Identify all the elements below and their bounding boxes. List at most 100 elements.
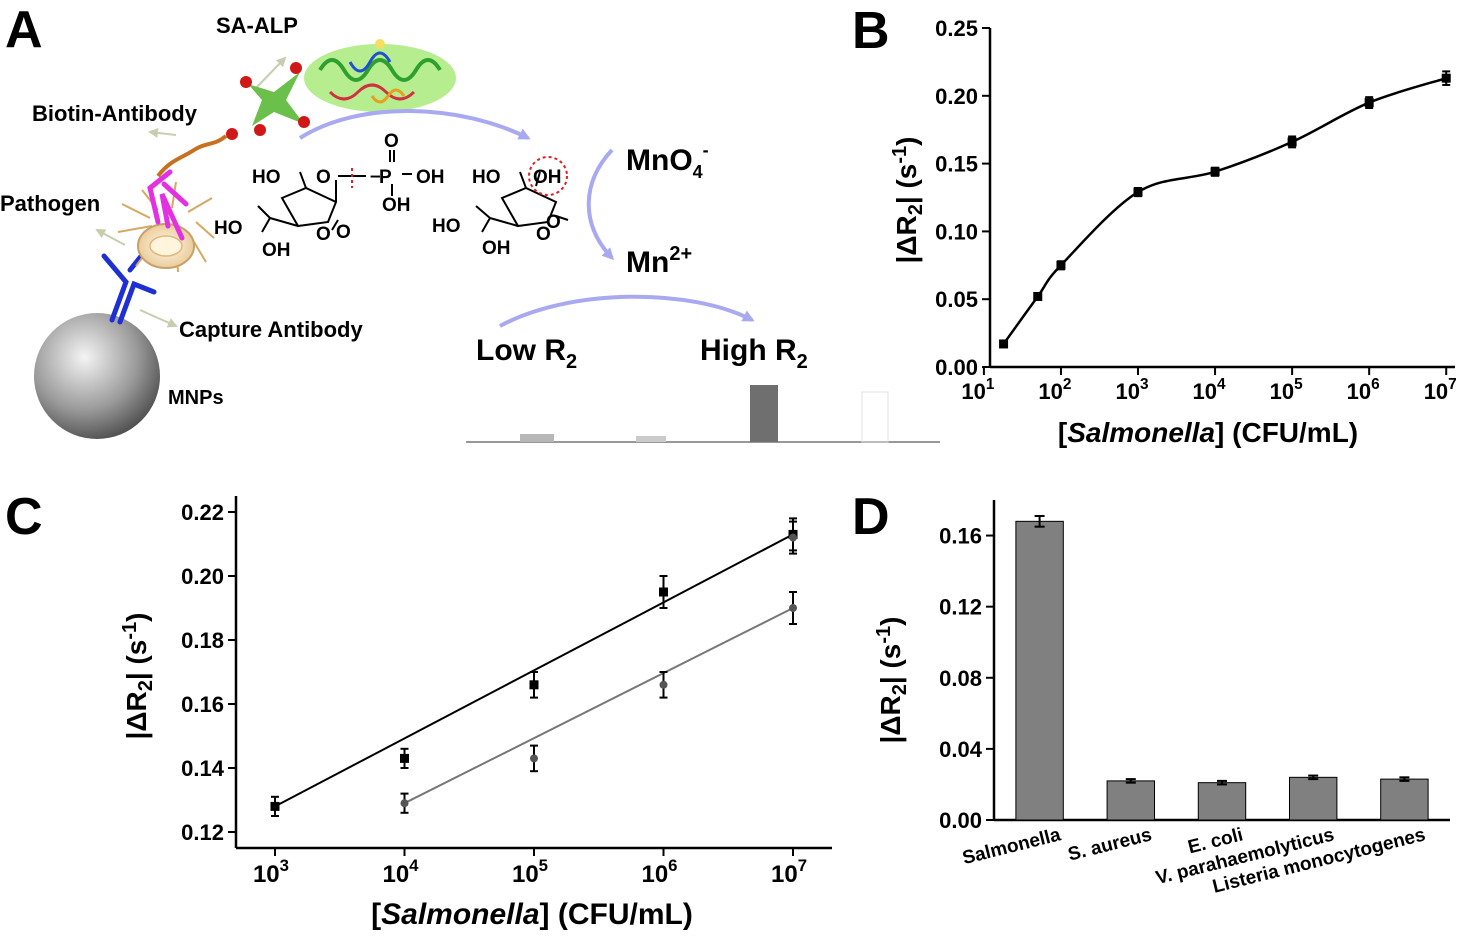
c-xtick-label: 105	[512, 856, 548, 888]
panel-b-plot: 0.00 0.05 0.10 0.15 0.20 0.25 101 102 103 104 105 1…	[935, 16, 1457, 404]
c-fit-line	[274, 533, 794, 808]
c-xtick-label: 103	[253, 856, 289, 888]
b-data-point	[1287, 137, 1297, 147]
panel-c-xlabel: [Salmonella] (CFU/mL)	[371, 898, 693, 931]
biotin-antibody-icon	[147, 169, 189, 241]
svg-text:O: O	[546, 212, 561, 233]
ascorbic-acid-phosphate-atoms: HO O O P – OH OH HO O O OH	[214, 131, 445, 261]
panel-a-schematic: A SA-ALP Biotin-Antibody Pathogen Captur…	[0, 1, 808, 439]
dephosphorylation-arrow	[298, 109, 531, 140]
c-xtick-label: 107	[771, 856, 807, 888]
b-data-point	[1364, 98, 1374, 108]
d-category-label: S. aureus	[1066, 824, 1154, 865]
mnps-label: MNPs	[168, 387, 224, 409]
b-xtick-label: 107	[1424, 376, 1457, 404]
c-fit-line	[404, 607, 794, 805]
pointer-arrows	[95, 56, 287, 328]
c-data-point	[659, 680, 668, 689]
relaxation-arrow	[499, 294, 755, 328]
biotin-antibody-label: Biotin-Antibody	[32, 101, 198, 126]
svg-text:–: –	[370, 166, 381, 187]
low-r2-label: Low R2	[476, 334, 577, 373]
c-data-point	[789, 604, 798, 612]
svg-text:OH: OH	[416, 167, 445, 188]
panel-b: B |ΔR2| (s-1) [Salmonella] (CFU/mL) 0.00…	[852, 2, 1457, 448]
ascorbic-acid-structure	[475, 156, 569, 233]
d-bar	[1380, 778, 1429, 821]
svg-text:HO: HO	[214, 218, 243, 239]
panel-d-letter: D	[852, 488, 890, 546]
svg-text:O: O	[316, 224, 331, 245]
svg-text:OH: OH	[262, 240, 291, 261]
pathogen-label: Pathogen	[0, 191, 100, 216]
panel-c-letter: C	[5, 488, 43, 546]
streptavidin-icon	[240, 62, 310, 136]
b-data-point	[1133, 187, 1143, 197]
c-xtick-label: 106	[641, 856, 677, 888]
b-data-point	[1056, 260, 1066, 270]
alp-protein-icon	[304, 39, 456, 112]
panel-b-letter: B	[852, 2, 890, 60]
c-data-point	[659, 587, 669, 597]
svg-text:OH: OH	[482, 238, 511, 259]
d-ytick-label: 0.04	[939, 737, 983, 762]
mn2-label: Mn2+	[626, 243, 692, 279]
panel-c: C |ΔR2| (s-1) [Salmonella] (CFU/mL) 0.12…	[5, 488, 832, 931]
d-bar	[1015, 520, 1064, 821]
biotin-dot-icon	[226, 128, 238, 140]
b-ytick-label: 0.05	[935, 287, 978, 312]
ascorbic-acid-phosphate-structure	[257, 150, 412, 233]
svg-text:HO: HO	[432, 216, 461, 237]
panel-c-plot: 0.12 0.14 0.16 0.18 0.20 0.22 103 104 105 106 107	[181, 496, 832, 888]
d-ytick-label: 0.00	[939, 808, 982, 833]
c-data-point	[270, 801, 280, 811]
svg-text:O: O	[336, 222, 351, 243]
svg-text:OH: OH	[533, 167, 562, 188]
c-data-point	[529, 680, 539, 690]
b-xtick-label: 103	[1115, 376, 1148, 404]
b-data-point	[999, 339, 1009, 349]
d-bar	[1288, 776, 1338, 821]
b-ytick-label: 0.25	[935, 16, 978, 41]
panel-b-ylabel: |ΔR2| (s-1)	[889, 137, 927, 264]
b-ytick-label: 0.15	[935, 152, 978, 177]
b-xtick-label: 102	[1038, 376, 1071, 404]
svg-text:O: O	[316, 167, 331, 188]
svg-text:HO: HO	[252, 167, 281, 188]
c-ytick-label: 0.22	[181, 500, 224, 525]
mno4-label: MnO4-	[626, 140, 709, 182]
c-data-point	[789, 533, 798, 542]
b-fit-curve	[1002, 76, 1447, 345]
c-data-point	[399, 753, 409, 763]
b-xtick-label: 105	[1270, 376, 1303, 404]
c-data-point	[400, 799, 409, 808]
b-xtick-label: 101	[961, 376, 994, 404]
svg-text:OH: OH	[382, 195, 411, 216]
panel-b-xlabel: [Salmonella] (CFU/mL)	[1058, 417, 1358, 448]
c-ytick-label: 0.14	[181, 756, 225, 781]
b-ytick-label: 0.20	[935, 84, 978, 109]
ascorbic-acid-atoms: HO OH HO O O OH	[432, 167, 562, 259]
b-data-point	[1033, 291, 1043, 301]
d-bar	[1197, 782, 1247, 821]
panel-c-ylabel: |ΔR2| (s-1)	[119, 613, 157, 740]
d-ytick-label: 0.08	[939, 666, 982, 691]
magnetic-nanoparticle	[34, 313, 160, 439]
d-bar	[1106, 780, 1156, 821]
b-xtick-label: 104	[1193, 376, 1226, 404]
biotin-linker	[156, 134, 228, 178]
high-r2-label: High R2	[700, 334, 808, 373]
c-ytick-label: 0.20	[181, 564, 224, 589]
c-xtick-label: 104	[382, 856, 419, 888]
b-ytick-label: 0.10	[935, 219, 978, 244]
svg-text:HO: HO	[472, 167, 501, 188]
b-data-point	[1210, 167, 1220, 177]
svg-text:O: O	[536, 224, 551, 245]
d-ytick-label: 0.16	[939, 524, 982, 549]
c-data-point	[530, 754, 538, 763]
b-data-point	[1441, 73, 1451, 83]
b-ytick-label: 0.00	[935, 355, 978, 380]
reduction-arrow	[586, 148, 615, 261]
svg-text:P: P	[379, 167, 392, 188]
